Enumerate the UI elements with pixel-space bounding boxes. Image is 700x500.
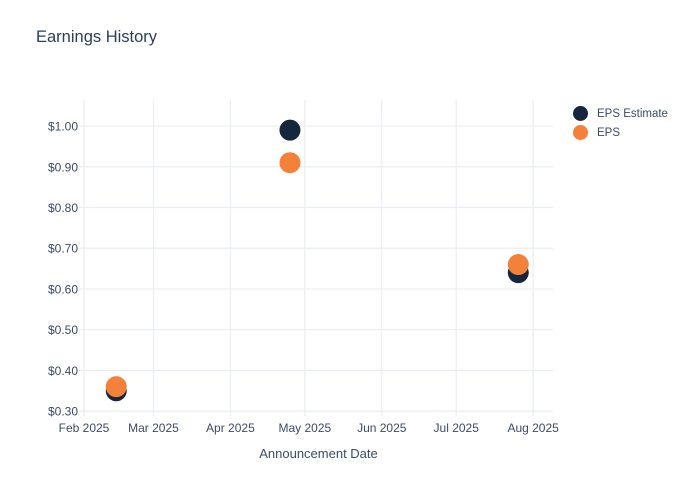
- y-tick-label: $0.40: [48, 364, 78, 378]
- y-tick-label: $1.00: [48, 120, 78, 134]
- x-tick-label: Feb 2025: [59, 421, 110, 435]
- x-tick-label: Jul 2025: [434, 421, 480, 435]
- y-tick-label: $0.60: [48, 282, 78, 296]
- x-tick-label: Apr 2025: [206, 421, 255, 435]
- x-tick-label: Aug 2025: [507, 421, 559, 435]
- x-tick-label: May 2025: [279, 421, 332, 435]
- y-tick-label: $0.30: [48, 405, 78, 419]
- data-point-eps[interactable]: [105, 376, 127, 398]
- legend-label-eps: EPS: [597, 126, 621, 139]
- y-tick-label: $0.90: [48, 160, 78, 174]
- x-tick-label: Jun 2025: [357, 421, 407, 435]
- legend-label-eps-estimate: EPS Estimate: [597, 107, 668, 120]
- x-tick-label: Mar 2025: [128, 421, 179, 435]
- legend-item-eps-estimate[interactable]: EPS Estimate: [573, 104, 668, 123]
- data-point-eps-estimate[interactable]: [279, 119, 301, 141]
- y-tick-label: $0.70: [48, 242, 78, 256]
- eps-estimate-marker-icon: [573, 106, 588, 121]
- data-point-eps[interactable]: [279, 152, 301, 174]
- eps-marker-icon: [573, 125, 588, 140]
- y-tick-label: $0.50: [48, 323, 78, 337]
- x-axis-title: Announcement Date: [259, 446, 378, 461]
- chart-title: Earnings History: [36, 28, 158, 46]
- y-tick-label: $0.80: [48, 201, 78, 215]
- legend-item-eps[interactable]: EPS: [573, 123, 668, 142]
- legend: EPS Estimate EPS: [573, 104, 668, 142]
- data-point-eps[interactable]: [507, 254, 529, 276]
